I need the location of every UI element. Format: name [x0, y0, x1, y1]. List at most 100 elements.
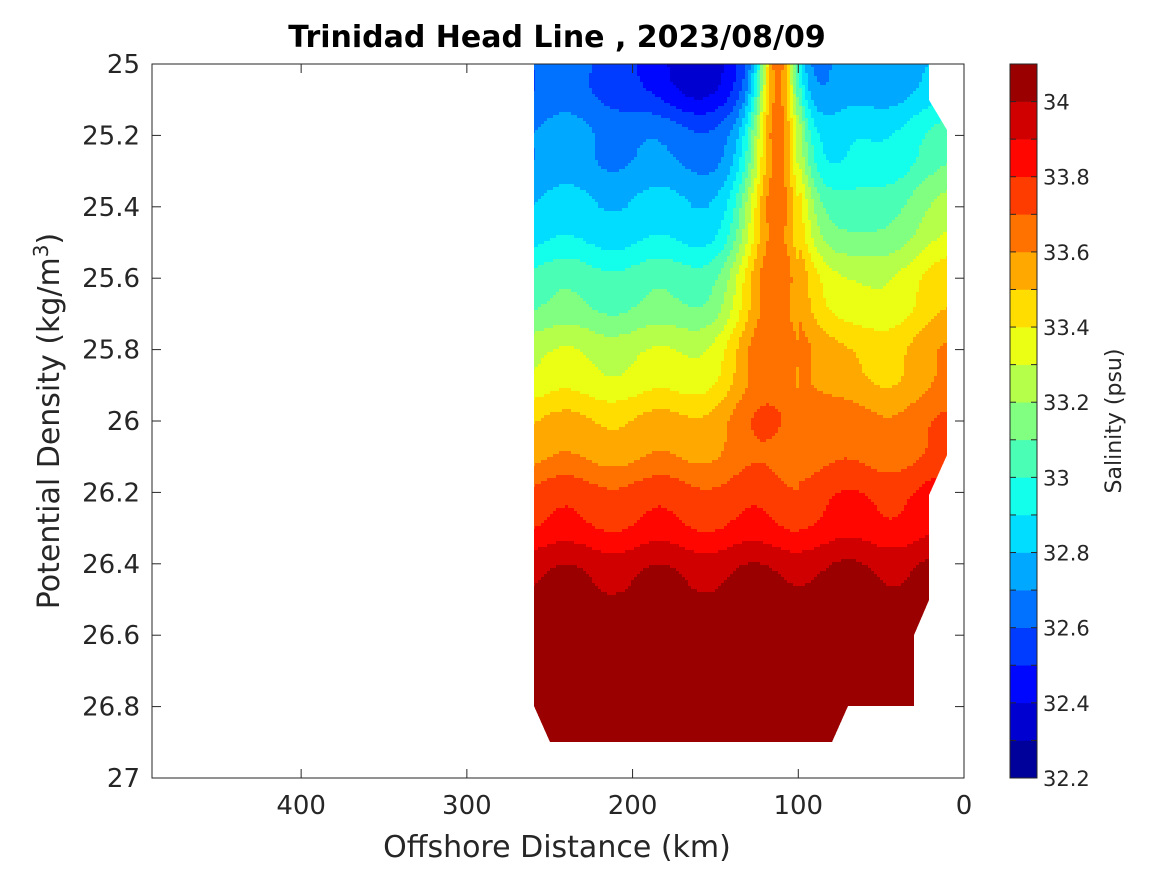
field-cell	[577, 106, 581, 110]
field-cell	[832, 67, 836, 71]
field-cell	[925, 82, 929, 86]
field-cell	[574, 112, 578, 116]
field-cell	[925, 115, 929, 119]
field-cell	[754, 85, 758, 89]
field-cell	[784, 112, 788, 116]
field-cell	[724, 94, 728, 98]
field-cell	[844, 73, 848, 77]
field-cell	[550, 76, 554, 80]
field-cell	[583, 85, 587, 89]
field-cell	[703, 109, 707, 113]
field-cell	[754, 94, 758, 98]
field-cell	[679, 70, 683, 74]
field-cell	[697, 76, 701, 80]
field-cell	[775, 94, 779, 98]
field-cell	[628, 82, 632, 86]
field-cell	[883, 88, 887, 92]
field-cell	[694, 91, 698, 95]
field-cell	[850, 88, 854, 92]
field-cell	[610, 91, 614, 95]
field-cell	[604, 70, 608, 74]
field-cell	[736, 76, 740, 80]
field-cell	[535, 118, 539, 122]
field-cell	[718, 118, 722, 122]
field-cell	[802, 100, 806, 104]
field-cell	[811, 79, 815, 83]
field-cell	[559, 112, 563, 116]
field-cell	[736, 97, 740, 101]
field-cell	[748, 103, 752, 107]
field-cell	[751, 64, 755, 68]
field-cell	[625, 112, 629, 116]
field-cell	[634, 100, 638, 104]
field-cell	[901, 109, 905, 113]
field-cell	[829, 112, 833, 116]
field-cell	[832, 109, 836, 113]
field-cell	[604, 88, 608, 92]
field-cell	[847, 67, 851, 71]
field-cell	[643, 106, 647, 110]
field-cell	[577, 76, 581, 80]
field-cell	[712, 112, 716, 116]
field-cell	[679, 76, 683, 80]
field-cell	[703, 106, 707, 110]
field-cell	[751, 73, 755, 77]
field-cell	[589, 91, 593, 95]
field-cell	[643, 73, 647, 77]
field-cell	[535, 91, 539, 95]
field-cell	[535, 82, 539, 86]
field-cell	[775, 115, 779, 119]
field-cell	[835, 88, 839, 92]
field-cell	[640, 79, 644, 83]
field-cell	[631, 91, 635, 95]
field-cell	[604, 79, 608, 83]
field-cell	[778, 97, 782, 101]
field-cell	[664, 82, 668, 86]
field-cell	[589, 94, 593, 98]
field-cell	[871, 94, 875, 98]
field-cell	[676, 97, 680, 101]
field-cell	[925, 94, 929, 98]
field-cell	[817, 70, 821, 74]
field-cell	[724, 64, 728, 68]
field-cell	[544, 103, 548, 107]
field-cell	[595, 85, 599, 89]
field-cell	[652, 106, 656, 110]
field-cell	[547, 112, 551, 116]
field-cell	[628, 94, 632, 98]
field-cell	[673, 106, 677, 110]
field-cell	[838, 64, 842, 68]
field-cell	[916, 70, 920, 74]
field-cell	[571, 94, 575, 98]
field-cell	[919, 100, 923, 104]
field-cell	[670, 85, 674, 89]
field-cell	[721, 88, 725, 92]
field-cell	[868, 79, 872, 83]
field-cell	[586, 109, 590, 113]
field-cell	[673, 112, 677, 116]
field-cell	[766, 115, 770, 119]
field-cell	[649, 76, 653, 80]
field-cell	[601, 64, 605, 68]
field-cell	[535, 73, 539, 77]
field-cell	[670, 88, 674, 92]
field-cell	[646, 91, 650, 95]
field-cell	[616, 118, 620, 122]
field-cell	[541, 112, 545, 116]
field-cell	[919, 70, 923, 74]
field-cell	[925, 103, 929, 107]
field-cell	[667, 64, 671, 68]
field-cell	[898, 103, 902, 107]
field-cell	[838, 76, 842, 80]
field-cell	[637, 115, 641, 119]
field-cell	[796, 76, 800, 80]
field-cell	[880, 109, 884, 113]
field-cell	[682, 106, 686, 110]
field-cell	[550, 112, 554, 116]
field-cell	[766, 67, 770, 71]
field-cell	[715, 100, 719, 104]
field-cell	[805, 94, 809, 98]
field-cell	[547, 67, 551, 71]
field-cell	[625, 67, 629, 71]
field-cell	[823, 115, 827, 119]
